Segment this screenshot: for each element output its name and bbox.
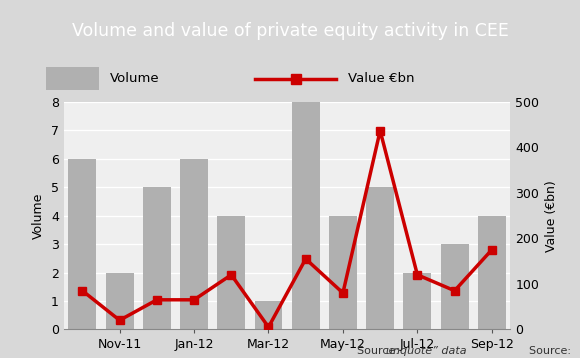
Text: Source:: Source: — [357, 346, 402, 356]
Bar — [255, 301, 282, 329]
Bar — [404, 272, 432, 329]
Bar — [329, 216, 357, 329]
Text: Value €bn: Value €bn — [348, 72, 415, 85]
Bar — [106, 272, 133, 329]
Bar — [292, 102, 320, 329]
Bar — [143, 187, 171, 329]
Y-axis label: Volume: Volume — [32, 193, 45, 239]
Bar — [180, 159, 208, 329]
Bar — [218, 216, 245, 329]
Bar — [441, 244, 469, 329]
Bar — [68, 159, 96, 329]
Bar — [478, 216, 506, 329]
FancyBboxPatch shape — [46, 67, 99, 90]
Text: unquote” data: unquote” data — [386, 346, 466, 356]
Text: Source:: Source: — [529, 346, 574, 356]
Bar — [366, 187, 394, 329]
Y-axis label: Value (€bn): Value (€bn) — [545, 180, 558, 252]
Text: Volume: Volume — [110, 72, 160, 85]
Text: Volume and value of private equity activity in CEE: Volume and value of private equity activ… — [71, 21, 509, 39]
